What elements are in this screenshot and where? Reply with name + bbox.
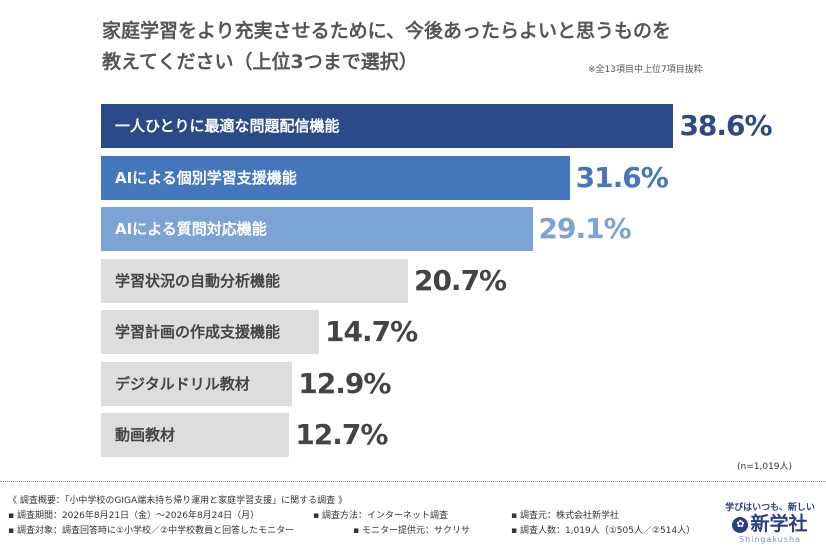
survey-respondents: ▪ 調査人数：1,019人（①505人／②514人） [511, 526, 696, 536]
survey-source: ▪ 調査元：株式会社新学社 [511, 511, 619, 521]
logo-tagline: 学びはいつも、新しい [725, 503, 815, 513]
bar-value-label: 38.6% [679, 109, 772, 142]
logo-name: 新学社 [750, 513, 808, 535]
bar-category-label: 学習状況の自動分析機能 [115, 271, 281, 290]
bar-category-label: AIによる質問対応機能 [115, 220, 267, 238]
logo-name-row: ✿ 新学社 [716, 513, 824, 535]
survey-overview: 《 調査概要：「小中学校のGIGA端末持ち帰り運用と家庭学習支援」に関する調査 … [8, 494, 695, 539]
excerpt-note: ※全13項目中上位7項目抜粋 [588, 65, 703, 75]
bar [101, 155, 570, 200]
bar [101, 207, 533, 251]
bar [101, 104, 674, 148]
company-logo: 学びはいつも、新しい ✿ 新学社 Shingakusha [716, 500, 824, 548]
title-line-1: 家庭学習をより充実させるために、今後あったらよいと思うものを [102, 20, 672, 42]
survey-provider: ▪ モニター提供元：サクリサ [353, 526, 470, 536]
footer-divider [0, 481, 826, 482]
bar [101, 361, 293, 406]
bar-value-label: 29.1% [538, 212, 632, 245]
bar [101, 413, 290, 457]
bar-chart: 一人ひとりに最適な問題配信機能 38.6% AIによる個別学習支援機能 31.6% AI… [101, 104, 773, 457]
bar-category-label: AIによる個別学習支援機能 [115, 168, 297, 187]
bar-category-label: デジタルドリル教材 [115, 374, 250, 393]
bar [101, 310, 319, 354]
overview-heading: 《 調査概要：「小中学校のGIGA端末持ち帰り運用と家庭学習支援」に関する調査 … [8, 496, 347, 506]
bar-category-label: 動画教材 [115, 426, 176, 444]
logo-roman: Shingakusha [738, 535, 802, 544]
bar-value-label: 20.7% [413, 263, 507, 297]
bar-category-label: 一人ひとりに最適な問題配信機能 [115, 117, 340, 135]
survey-method: ▪ 調査方法：インターネット調査 [313, 511, 448, 521]
survey-period: ▪ 調査期間：2026年8月21日（金）〜2026年8月24日（月） [8, 511, 260, 521]
bar [101, 258, 408, 303]
title-line-2: 教えてください（上位3つまで選択） [102, 51, 418, 73]
chart-title: 家庭学習をより充実させるために、今後あったらよいと思うものを 教えてください（上… [102, 16, 742, 78]
bar-value-label: 12.9% [298, 366, 391, 400]
bar-value-label: 12.7% [295, 418, 388, 451]
logo-emblem-icon: ✿ [732, 516, 749, 533]
bar-value-label: 31.6% [575, 160, 669, 194]
sample-size: (n=1,019人) [737, 462, 793, 472]
survey-target: ▪ 調査対象：調査回答時に①小学校／②中学校教員と回答したモニター [8, 526, 295, 536]
bar-value-label: 14.7% [325, 315, 418, 348]
bar-category-label: 学習計画の作成支援機能 [115, 323, 281, 341]
